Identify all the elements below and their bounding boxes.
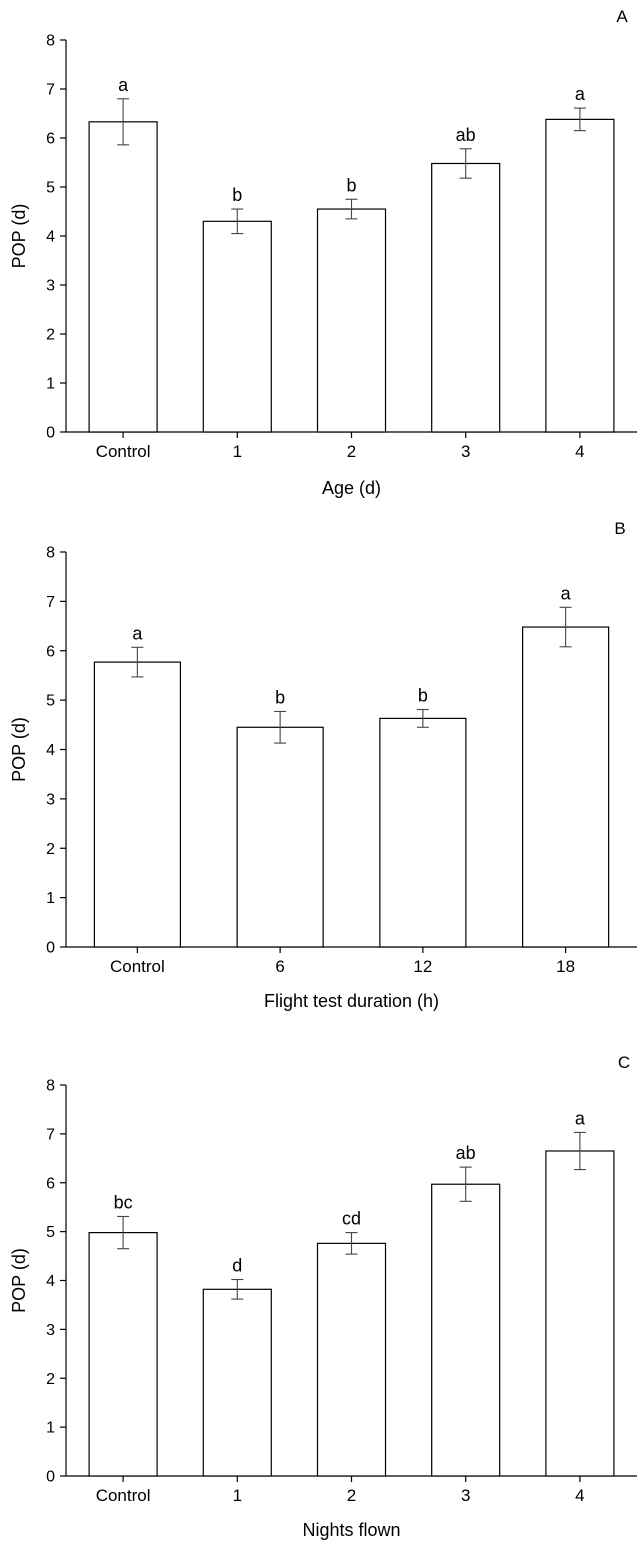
y-tick-label: 4: [46, 742, 55, 759]
y-tick-label: 3: [46, 791, 55, 808]
significance-letter: b: [418, 686, 428, 706]
x-tick-label: 4: [575, 442, 584, 461]
significance-letter: a: [561, 583, 572, 603]
bar: [316, 208, 387, 433]
x-tick-label: Control: [96, 442, 151, 461]
x-tick-label: Control: [96, 1486, 151, 1505]
significance-letter: b: [275, 687, 285, 707]
x-tick-label: 4: [575, 1486, 584, 1505]
bar: [202, 220, 272, 433]
y-tick-label: 7: [46, 1126, 55, 1143]
y-tick-label: 2: [46, 841, 55, 858]
y-tick-label: 4: [46, 1273, 55, 1290]
y-tick-label: 4: [46, 229, 55, 246]
bar: [93, 661, 181, 948]
chart-panel-c: 0 1 2 3 4 5 6 7 8 bc Control d 1 cd 2 ab 3 a 4 Nights flown…: [9, 1053, 637, 1540]
y-tick-label: 8: [46, 1078, 55, 1095]
significance-letter: a: [118, 75, 129, 95]
significance-letter: ab: [456, 125, 476, 145]
y-tick-label: 6: [46, 1175, 55, 1192]
bar: [545, 118, 615, 433]
bar: [431, 162, 501, 433]
x-tick-label: 18: [556, 957, 575, 976]
y-tick-label: 1: [46, 1420, 55, 1437]
x-axis-title: Flight test duration (h): [264, 991, 439, 1011]
panel-label: A: [616, 7, 628, 26]
x-tick-label: Control: [110, 957, 165, 976]
y-tick-label: 1: [46, 890, 55, 907]
bar: [522, 626, 610, 948]
y-tick-label: 3: [46, 278, 55, 295]
x-tick-label: 2: [347, 442, 356, 461]
y-tick-label: 5: [46, 693, 55, 710]
y-axis-title: POP (d): [9, 1248, 29, 1313]
x-tick-label: 1: [233, 1486, 242, 1505]
x-tick-label: 1: [233, 442, 242, 461]
y-tick-label: 8: [46, 545, 55, 562]
y-tick-label: 6: [46, 131, 55, 148]
y-tick-label: 5: [46, 1224, 55, 1241]
bar: [88, 1232, 158, 1477]
y-tick-label: 2: [46, 1371, 55, 1388]
y-tick-label: 7: [46, 82, 55, 99]
y-tick-label: 8: [46, 33, 55, 50]
significance-letter: a: [575, 84, 586, 104]
bar: [545, 1150, 615, 1477]
significance-letter: b: [232, 185, 242, 205]
y-tick-label: 3: [46, 1322, 55, 1339]
bar: [316, 1242, 387, 1477]
y-tick-label: 0: [46, 940, 55, 957]
y-tick-label: 0: [46, 425, 55, 442]
y-tick-label: 7: [46, 594, 55, 611]
y-tick-label: 1: [46, 376, 55, 393]
significance-letter: a: [575, 1108, 586, 1128]
significance-letter: b: [346, 175, 356, 195]
panel-label: C: [618, 1053, 630, 1072]
significance-letter: a: [132, 623, 143, 643]
y-tick-label: 2: [46, 327, 55, 344]
significance-letter: ab: [456, 1143, 476, 1163]
x-tick-label: 2: [347, 1486, 356, 1505]
chart-panel-a: 0 1 2 3 4 5 6 7 8 a Control b 1 b 2 ab 3 a 4 Age (d) POP (d)…: [9, 7, 637, 498]
x-axis-title: Nights flown: [302, 1520, 400, 1540]
x-tick-label: 3: [461, 442, 470, 461]
significance-letter: bc: [114, 1192, 133, 1212]
y-axis-title: POP (d): [9, 717, 29, 782]
significance-letter: cd: [342, 1209, 361, 1229]
y-tick-label: 0: [46, 1469, 55, 1486]
bar: [88, 121, 158, 433]
bar: [202, 1288, 272, 1477]
x-tick-label: 6: [275, 957, 284, 976]
panel-label: B: [614, 519, 625, 538]
y-tick-label: 6: [46, 643, 55, 660]
x-axis-title: Age (d): [322, 478, 381, 498]
y-axis-title: POP (d): [9, 204, 29, 269]
x-tick-label: 12: [413, 957, 432, 976]
bar: [379, 717, 467, 948]
x-tick-label: 3: [461, 1486, 470, 1505]
bar: [236, 726, 324, 948]
y-tick-label: 5: [46, 180, 55, 197]
significance-letter: d: [232, 1256, 242, 1276]
bar: [431, 1183, 501, 1477]
